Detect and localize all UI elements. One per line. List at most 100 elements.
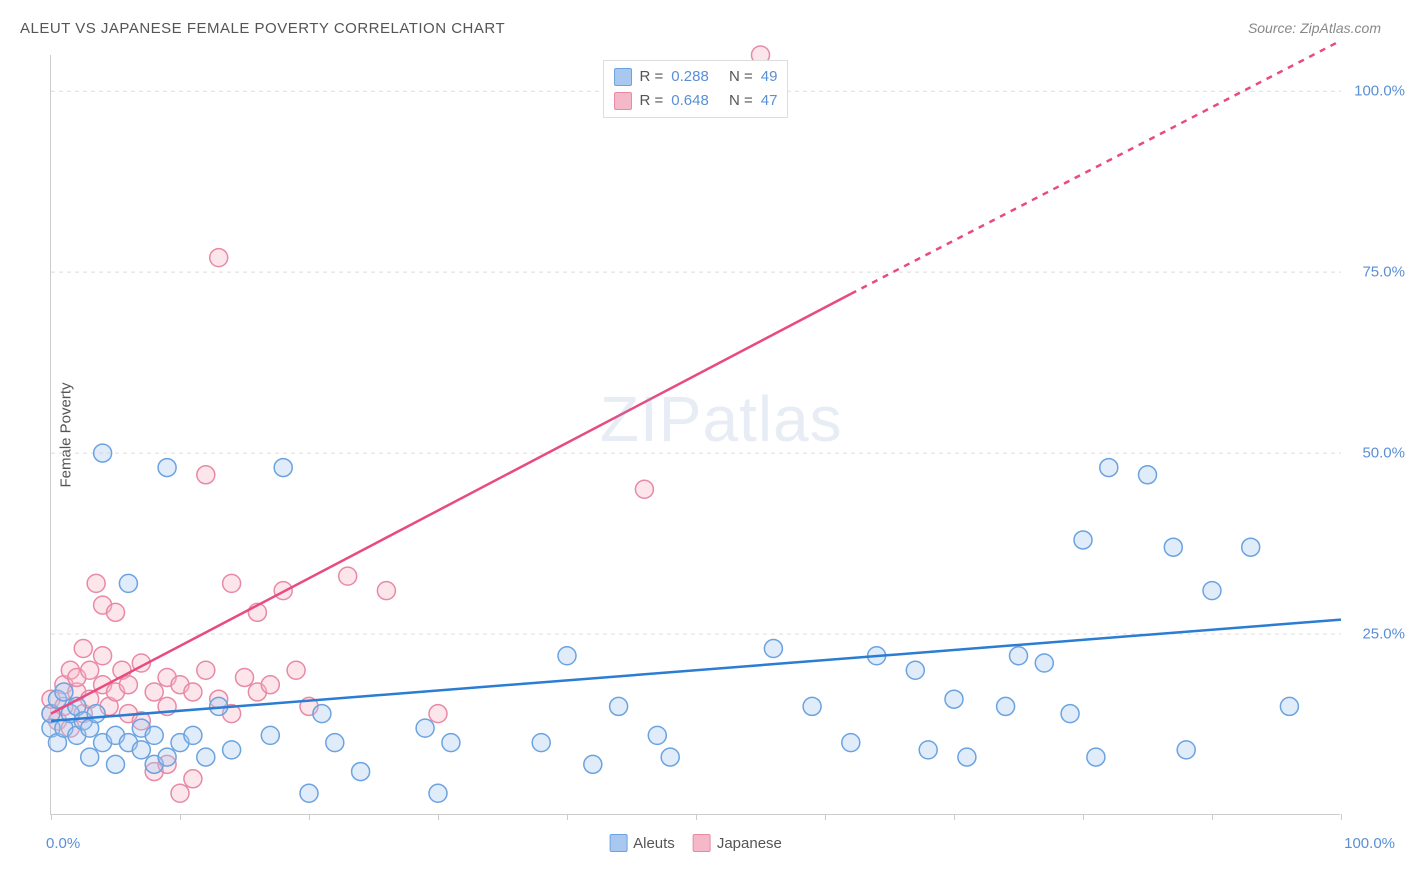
x-tick [1212,814,1213,820]
legend-row-japanese: R = 0.648 N = 47 [614,89,778,113]
source-attribution: Source: ZipAtlas.com [1248,20,1381,36]
r-label: R = [640,89,664,113]
plot-area: Female Poverty ZIPatlas R = 0.288 N = 49… [50,55,1340,815]
y-tick-label: 25.0% [1345,626,1405,643]
data-point [274,459,292,477]
data-point [223,574,241,592]
data-point [223,741,241,759]
data-point [210,249,228,267]
data-point [107,755,125,773]
legend-item-japanese: Japanese [693,834,782,852]
x-tick-label-right: 100.0% [1344,835,1395,852]
data-point [55,683,73,701]
data-point [919,741,937,759]
data-point [313,705,331,723]
x-tick [954,814,955,820]
data-point [945,690,963,708]
data-point [145,683,163,701]
data-point [1139,466,1157,484]
data-point [803,697,821,715]
data-point [764,640,782,658]
data-point [1035,654,1053,672]
x-tick [696,814,697,820]
x-tick [825,814,826,820]
data-point [416,719,434,737]
data-point [584,755,602,773]
r-value-aleuts: 0.288 [671,65,709,89]
x-tick [180,814,181,820]
data-point [377,582,395,600]
legend-item-aleuts: Aleuts [609,834,675,852]
legend-label-aleuts: Aleuts [633,835,675,852]
data-point [197,661,215,679]
plot-svg [51,55,1340,814]
data-point [1164,538,1182,556]
data-point [610,697,628,715]
data-point [261,726,279,744]
data-point [842,734,860,752]
data-point [197,748,215,766]
data-point [94,444,112,462]
data-point [81,661,99,679]
data-point [184,683,202,701]
data-point [1177,741,1195,759]
data-point [635,480,653,498]
data-point [997,697,1015,715]
data-point [1242,538,1260,556]
data-point [429,784,447,802]
data-point [1100,459,1118,477]
data-point [74,640,92,658]
data-point [87,574,105,592]
x-tick [567,814,568,820]
chart-title: ALEUT VS JAPANESE FEMALE POVERTY CORRELA… [20,20,505,37]
data-point [287,661,305,679]
data-point [661,748,679,766]
x-tick [51,814,52,820]
data-point [261,676,279,694]
data-point [1087,748,1105,766]
data-point [1010,647,1028,665]
data-point [300,784,318,802]
y-tick-label: 100.0% [1345,83,1405,100]
data-point [558,647,576,665]
swatch-aleuts [614,68,632,86]
data-point [442,734,460,752]
data-point [94,647,112,665]
data-point [429,705,447,723]
data-point [184,726,202,744]
n-label: N = [729,65,753,89]
data-point [107,603,125,621]
data-point [326,734,344,752]
legend-correlation: R = 0.288 N = 49 R = 0.648 N = 47 [603,60,789,118]
data-point [132,741,150,759]
legend-series: Aleuts Japanese [609,834,782,852]
n-label: N = [729,89,753,113]
data-point [158,748,176,766]
data-point [1203,582,1221,600]
data-point [87,705,105,723]
data-point [119,574,137,592]
x-tick [309,814,310,820]
n-value-aleuts: 49 [761,65,778,89]
data-point [648,726,666,744]
x-tick-label-left: 0.0% [46,835,80,852]
legend-label-japanese: Japanese [717,835,782,852]
data-point [184,770,202,788]
y-tick-label: 75.0% [1345,264,1405,281]
data-point [1074,531,1092,549]
r-label: R = [640,65,664,89]
data-point [81,748,99,766]
data-point [1061,705,1079,723]
r-value-japanese: 0.648 [671,89,709,113]
n-value-japanese: 47 [761,89,778,113]
data-point [171,784,189,802]
data-point [197,466,215,484]
data-point [158,459,176,477]
data-point [119,676,137,694]
swatch-japanese [614,92,632,110]
data-point [236,668,254,686]
trend-line-extrapolated [851,41,1341,294]
data-point [532,734,550,752]
x-tick [438,814,439,820]
x-tick [1083,814,1084,820]
